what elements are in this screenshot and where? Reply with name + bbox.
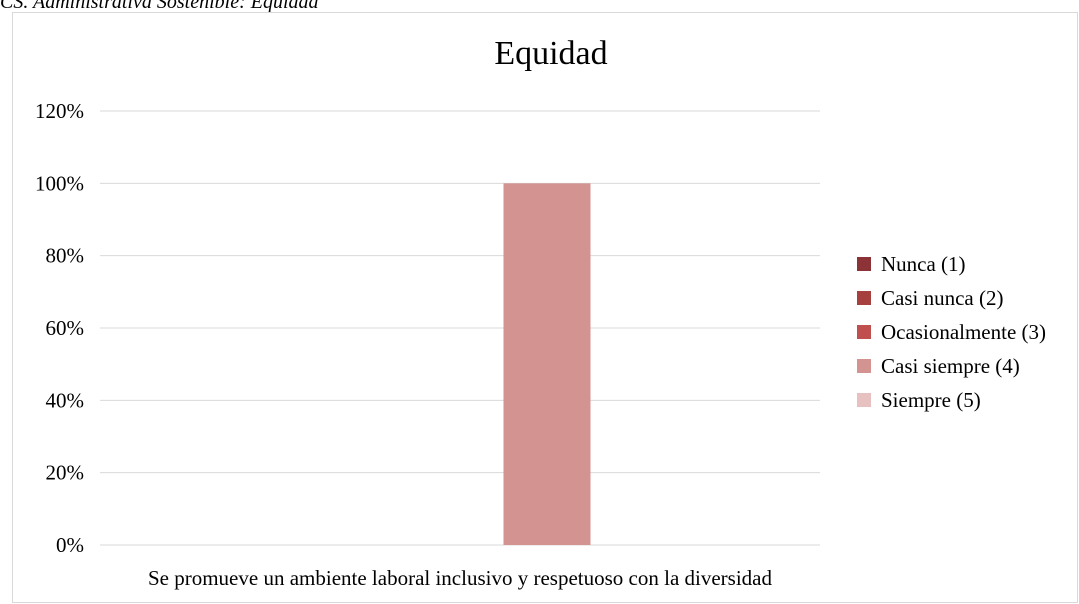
y-tick-label: 20% [46,461,85,485]
y-tick-label: 120% [35,99,84,123]
y-tick-label: 80% [46,244,85,268]
x-axis-labels: Se promueve un ambiente laboral inclusiv… [148,566,773,590]
legend-swatch [857,291,871,305]
legend-label: Ocasionalmente (3) [881,320,1046,344]
legend-label: Casi siempre (4) [881,354,1020,378]
legend-swatch [857,393,871,407]
bar-casi-siempre-4 [503,183,591,546]
y-tick-label: 0% [56,533,84,557]
gridlines [100,110,820,546]
legend-label: Nunca (1) [881,252,966,276]
y-tick-label: 60% [46,316,85,340]
legend-label: Siempre (5) [881,388,981,412]
legend: Nunca (1) Casi nunca (2) Ocasionalmente (3… [857,252,1046,412]
legend-label: Casi nunca (2) [881,286,1003,310]
legend-swatch [857,257,871,271]
y-tick-label: 100% [35,171,84,195]
bars [503,183,591,546]
x-category-label: Se promueve un ambiente laboral inclusiv… [148,566,773,590]
legend-swatch [857,325,871,339]
legend-swatch [857,359,871,373]
figure-caption: CS. Administrativa Sostenible: Equidad [0,0,319,13]
y-tick-label: 40% [46,388,85,412]
y-axis-labels: 0% 20% 40% 60% 80% 100% 120% [35,99,84,557]
chart-title: Equidad [494,35,607,72]
